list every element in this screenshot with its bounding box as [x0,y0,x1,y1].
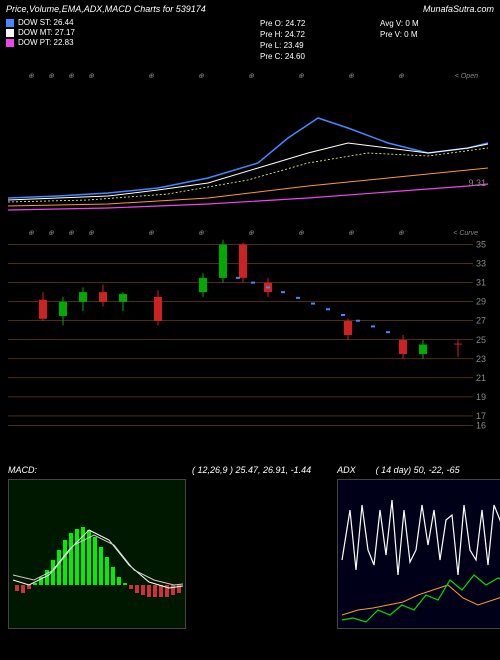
info-left: Pre O: 24.72Pre H: 24.72Pre L: 23.49Pre … [260,18,305,62]
svg-text:⊕: ⊕ [398,230,404,237]
svg-text:⊕: ⊕ [48,230,54,237]
legend-swatch [6,29,14,37]
macd-block: MACD: [8,465,186,629]
svg-text:⊕: ⊕ [348,230,354,237]
svg-text:⊕: ⊕ [248,73,254,80]
macd-chart [8,479,186,629]
svg-text:⊕: ⊕ [198,230,204,237]
indicator-row: MACD: ( 12,26,9 ) 25.47, 26.91, -1.44 AD… [8,465,492,629]
svg-text:< Open: < Open [455,73,478,80]
candlestick-panel: ⊕ ⊕ ⊕ ⊕ ⊕ ⊕ ⊕ ⊕ ⊕ ⊕ < Curve 35 33 31 29 27 25 23 21 19 1716 [8,225,492,455]
adx-params: ( 14 day) 50, -22, -65 [376,465,460,475]
svg-text:25: 25 [476,335,486,345]
svg-text:33: 33 [476,259,486,269]
adx-block: ADX ( 14 day) 50, -22, -65 [247,465,500,629]
svg-text:23: 23 [476,354,486,364]
legend-text: DOW ST: 26.44 [18,18,74,27]
svg-text:⊕: ⊕ [298,230,304,237]
legend-swatch [6,39,14,47]
svg-text:⊕: ⊕ [248,230,254,237]
svg-text:16: 16 [476,420,486,430]
svg-text:29: 29 [476,297,486,307]
svg-text:⊕: ⊕ [28,230,34,237]
svg-text:⊕: ⊕ [148,73,154,80]
page-title: Price,Volume,EMA,ADX,MACD Charts for 539… [6,4,206,14]
svg-text:⊕: ⊕ [68,230,74,237]
legend-text: DOW PT: 22.83 [18,38,74,47]
legend-text: DOW MT: 27.17 [18,28,75,37]
svg-text:⊕: ⊕ [48,73,54,80]
svg-text:⊕: ⊕ [298,73,304,80]
svg-text:17: 17 [476,411,486,421]
svg-text:⊕: ⊕ [28,73,34,80]
svg-text:⊕: ⊕ [198,73,204,80]
svg-text:⊕: ⊕ [348,73,354,80]
svg-text:31: 31 [476,278,486,288]
adx-chart [337,479,500,629]
svg-text:⊕: ⊕ [88,73,94,80]
adx-label: ADX [337,465,356,475]
svg-text:⊕: ⊕ [68,73,74,80]
legend-swatch [6,19,14,27]
svg-text:19: 19 [476,392,486,402]
macd-label: MACD: [8,465,37,475]
svg-text:< Curve: < Curve [453,230,478,237]
svg-text:⊕: ⊕ [148,230,154,237]
svg-text:⊕: ⊕ [398,73,404,80]
info-right: Avg V: 0 MPre V: 0 M [380,18,419,40]
svg-text:27: 27 [476,316,486,326]
price-ema-panel: ⊕ ⊕ ⊕ ⊕ ⊕ ⊕ ⊕ ⊕ ⊕ ⊕ < Open 9.31 [8,68,492,218]
svg-text:21: 21 [476,373,486,383]
svg-text:⊕: ⊕ [88,230,94,237]
brand-label: MunafaSutra.com [423,4,494,14]
svg-text:35: 35 [476,240,486,250]
legend-box: DOW ST: 26.44DOW MT: 27.17DOW PT: 22.83 [6,18,75,48]
svg-text:9.31: 9.31 [468,178,486,188]
